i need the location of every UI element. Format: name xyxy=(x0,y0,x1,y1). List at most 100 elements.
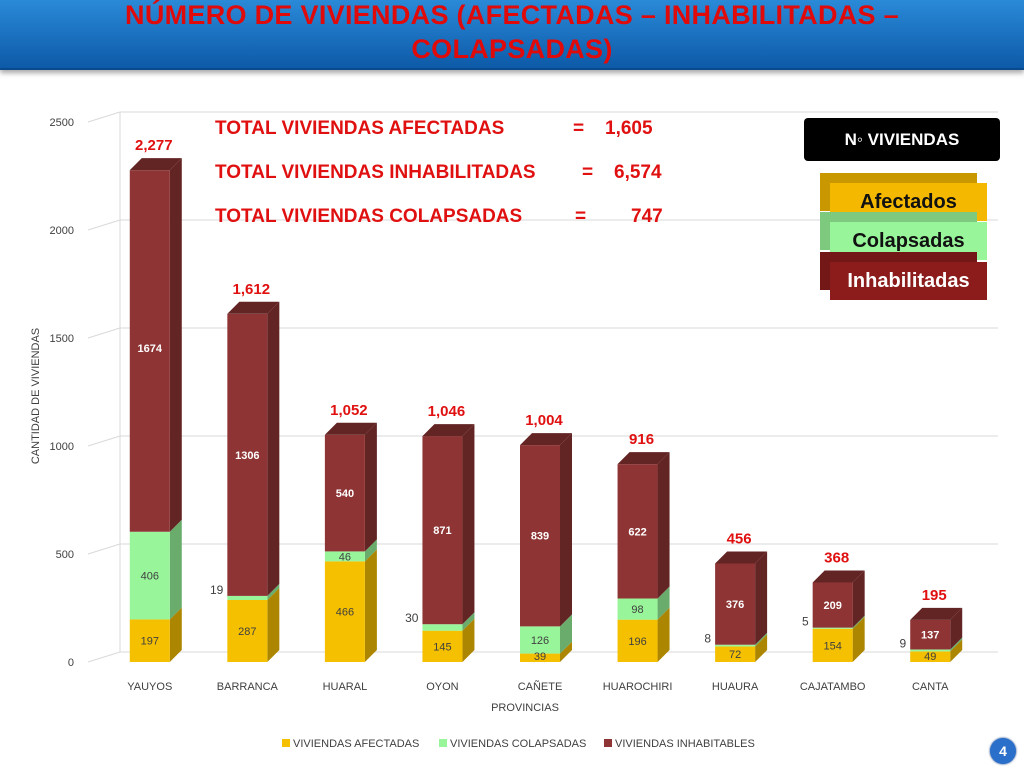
value-label-afectadas: 466 xyxy=(336,607,354,619)
bar-segment xyxy=(422,436,463,625)
bar-top xyxy=(715,551,768,564)
bar-segment xyxy=(715,644,756,647)
total-value: 6,574 xyxy=(614,162,662,183)
x-tick-label: HUAURA xyxy=(712,681,759,693)
legend-label: VIVIENDAS AFECTADAS xyxy=(293,738,419,750)
bar-segment xyxy=(129,170,170,532)
y-tick-label: 0 xyxy=(68,657,74,669)
total-equals: = xyxy=(582,162,594,183)
bar-segment xyxy=(129,619,170,662)
total-label: TOTAL VIVIENDAS INHABILITADAS xyxy=(215,162,536,183)
value-label-inhabitables: 839 xyxy=(531,531,549,543)
bar-side xyxy=(950,637,963,652)
bar-total-label: 456 xyxy=(727,531,752,548)
value-label-colapsadas: 126 xyxy=(531,635,549,647)
bar-top xyxy=(812,570,865,583)
bar-side xyxy=(364,422,377,552)
bar-total-label: 2,277 xyxy=(135,137,173,154)
title-bar: NÚMERO DE VIVIENDAS (AFECTADAS – INHABIL… xyxy=(0,0,1024,70)
value-label-afectadas: 196 xyxy=(628,636,646,648)
bar-top xyxy=(324,422,377,435)
bar-side xyxy=(462,612,475,631)
value-label-inhabitables: 1306 xyxy=(235,450,259,462)
value-label-afectadas: 72 xyxy=(729,649,741,661)
total-equals: = xyxy=(575,206,587,227)
bar-segment xyxy=(520,626,560,654)
value-label-afectadas: 145 xyxy=(433,641,451,653)
bar-side xyxy=(657,607,670,662)
bar-side xyxy=(560,641,572,662)
bar-segment xyxy=(227,595,268,601)
bar-side xyxy=(950,639,963,662)
total-value: 747 xyxy=(631,206,663,227)
bar-side xyxy=(169,607,182,662)
value-label-afectadas: 197 xyxy=(141,636,159,648)
value-label-afectadas: 287 xyxy=(238,626,256,638)
x-tick-label: HUAROCHIRI xyxy=(603,681,673,693)
bar-side xyxy=(755,634,768,662)
x-axis-title: PROVINCIAS xyxy=(491,702,559,714)
value-label-inhabitables: 540 xyxy=(336,488,354,500)
bar-side xyxy=(267,588,280,662)
bar-segment xyxy=(520,445,560,627)
value-label-colapsadas: 8 xyxy=(704,632,711,646)
bar-segment xyxy=(910,619,951,650)
value-label-inhabitables: 1674 xyxy=(138,343,163,355)
bar-side xyxy=(364,549,377,662)
bar-top xyxy=(227,301,280,314)
x-tick-label: CAÑETE xyxy=(518,680,563,693)
bar-top xyxy=(617,452,670,465)
bar-side xyxy=(657,452,670,599)
value-label-inhabitables: 376 xyxy=(726,599,744,611)
bar-segment xyxy=(715,563,756,645)
bar-top xyxy=(422,424,475,437)
bar-side xyxy=(462,424,475,625)
grid-line-diagonal xyxy=(87,651,121,663)
bar-side xyxy=(755,551,768,645)
page-number-badge: 4 xyxy=(990,738,1016,764)
x-tick-label: CANTA xyxy=(912,681,949,693)
total-equals: = xyxy=(573,118,585,139)
bar-segment xyxy=(812,627,853,629)
value-label-colapsadas: 46 xyxy=(339,551,351,563)
bar-side xyxy=(755,632,768,647)
bar-segment xyxy=(324,551,365,562)
bar-side xyxy=(169,158,182,532)
legend-label: VIVIENDAS COLAPSADAS xyxy=(450,738,586,750)
bar-side xyxy=(267,301,280,596)
bar-total-label: 1,052 xyxy=(330,402,368,419)
bar-side xyxy=(560,433,572,627)
bar-top xyxy=(910,607,963,620)
value-label-inhabitables: 137 xyxy=(921,630,939,642)
legend-swatch xyxy=(604,739,612,747)
value-label-colapsadas: 5 xyxy=(802,615,809,629)
x-tick-label: CAJATAMBO xyxy=(800,681,866,693)
y-tick-label: 1000 xyxy=(50,441,74,453)
bar-segment xyxy=(520,653,560,662)
grid-line-diagonal xyxy=(87,219,121,231)
legend-title: N◦ VIVIENDAS xyxy=(804,118,1000,161)
value-label-colapsadas: 98 xyxy=(631,604,643,616)
bar-segment xyxy=(617,464,658,599)
bar-segment xyxy=(227,313,268,596)
x-tick-label: BARRANCA xyxy=(217,681,279,693)
bar-side xyxy=(852,615,865,629)
bar-segment xyxy=(617,598,658,620)
y-tick-label: 2500 xyxy=(50,117,74,129)
value-label-colapsadas: 9 xyxy=(900,636,907,650)
bar-total-label: 195 xyxy=(922,587,947,604)
bar-segment xyxy=(910,649,951,652)
bar-segment xyxy=(422,624,463,631)
page-title: NÚMERO DE VIVIENDAS (AFECTADAS – INHABIL… xyxy=(125,0,899,64)
bar-top xyxy=(129,158,182,171)
total-label: TOTAL VIVIENDAS AFECTADAS xyxy=(215,118,505,139)
y-tick-label: 2000 xyxy=(50,225,74,237)
legend-item-inhabilitadas: Inhabilitadas xyxy=(830,262,987,300)
value-label-inhabitables: 871 xyxy=(433,525,451,537)
bar-total-label: 368 xyxy=(824,550,849,567)
value-label-inhabitables: 622 xyxy=(628,526,646,538)
bar-side xyxy=(657,586,670,620)
value-label-inhabitables: 209 xyxy=(823,600,841,612)
bar-side xyxy=(560,614,572,654)
